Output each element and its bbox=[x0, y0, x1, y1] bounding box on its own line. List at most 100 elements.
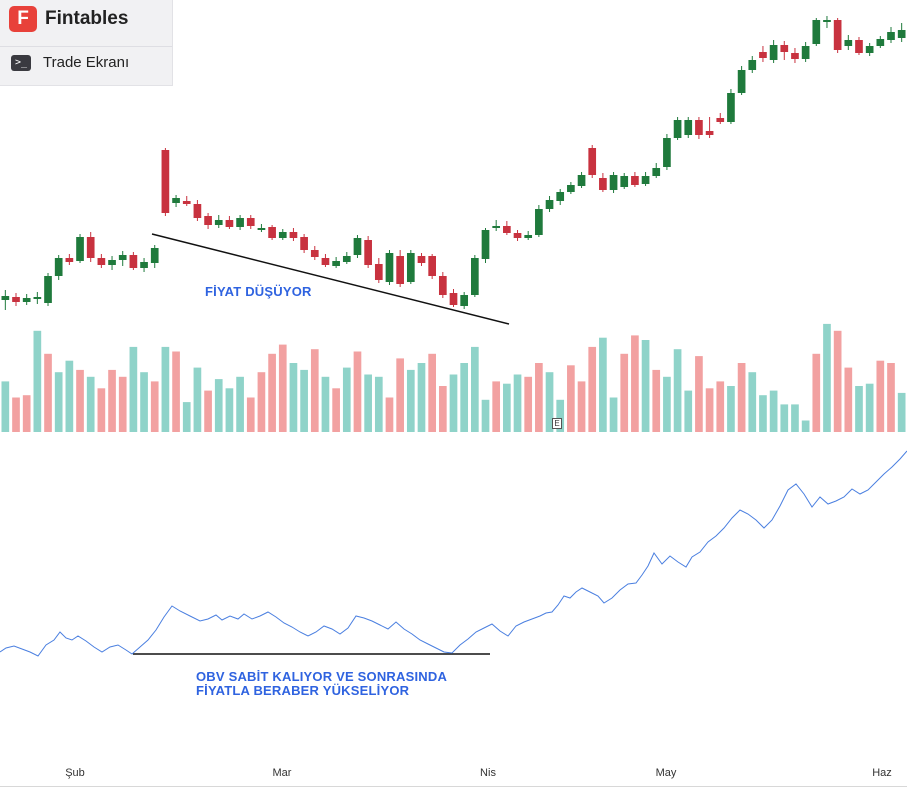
volume-bar bbox=[278, 344, 287, 432]
candle-body bbox=[22, 298, 31, 302]
price-trendline bbox=[151, 233, 510, 325]
trade-ekrani-menu-item[interactable]: >_ Trade Ekranı bbox=[11, 54, 129, 71]
volume-bar bbox=[599, 337, 607, 432]
candle-body bbox=[353, 238, 362, 255]
fintables-logo: F bbox=[9, 6, 37, 32]
candle-body bbox=[236, 218, 244, 227]
candle-body bbox=[300, 237, 308, 250]
app-name: Fintables bbox=[45, 8, 129, 29]
candle-body bbox=[12, 297, 20, 302]
candle-body bbox=[684, 120, 693, 135]
candle-body bbox=[897, 30, 906, 38]
volume-bar bbox=[97, 388, 106, 432]
volume-bar bbox=[620, 353, 629, 432]
volume-bar bbox=[129, 346, 138, 432]
volume-bar bbox=[833, 330, 842, 432]
candle-body bbox=[428, 256, 437, 276]
candle-body bbox=[503, 226, 511, 233]
volume-bar bbox=[214, 379, 223, 432]
candle-body bbox=[609, 175, 618, 190]
candle-body bbox=[769, 45, 778, 60]
price-annotation: FİYAT DÜŞÜYOR bbox=[205, 284, 312, 299]
volume-bar bbox=[449, 374, 458, 432]
candle-body bbox=[385, 253, 394, 282]
volume-bar bbox=[769, 390, 778, 432]
candle-body bbox=[268, 227, 276, 238]
volume-bar bbox=[801, 420, 810, 432]
candle-body bbox=[887, 32, 895, 40]
volume-bar bbox=[44, 353, 52, 432]
volume-bar bbox=[182, 402, 191, 432]
volume-bar bbox=[364, 374, 372, 432]
volume-bar bbox=[1, 381, 10, 432]
candle-body bbox=[108, 260, 116, 265]
candle-body bbox=[833, 20, 842, 50]
candle-body bbox=[364, 240, 372, 265]
volume-bar bbox=[108, 369, 116, 432]
candle-body bbox=[1, 296, 10, 300]
volume-bar bbox=[172, 351, 180, 432]
volume-bar bbox=[396, 358, 404, 432]
volume-bar bbox=[876, 360, 885, 432]
volume-bar bbox=[844, 367, 853, 432]
volume-bar bbox=[22, 395, 31, 432]
volume-bar bbox=[641, 340, 650, 432]
candle-body bbox=[65, 258, 74, 262]
candle-body bbox=[748, 60, 757, 70]
candle-body bbox=[492, 226, 501, 228]
candle-body bbox=[246, 218, 255, 226]
volume-bar bbox=[86, 376, 95, 432]
candle-body bbox=[129, 255, 138, 268]
candle-body bbox=[759, 52, 767, 58]
volume-bar bbox=[417, 363, 426, 432]
terminal-icon: >_ bbox=[11, 54, 31, 71]
obv-annotation-line2: FİYATLA BERABER YÜKSELİYOR bbox=[196, 683, 410, 698]
candle-body bbox=[204, 216, 212, 225]
volume-bar bbox=[663, 376, 671, 432]
candle-body bbox=[310, 250, 319, 257]
x-tick-label: Haz bbox=[872, 767, 892, 779]
volume-bar bbox=[855, 386, 863, 432]
volume-bar bbox=[492, 381, 501, 432]
volume-bar bbox=[577, 381, 586, 432]
volume-bar bbox=[812, 353, 821, 432]
candle-body bbox=[588, 148, 597, 175]
volume-bar bbox=[225, 388, 234, 432]
volume-bar bbox=[609, 397, 618, 432]
volume-bar bbox=[748, 372, 757, 432]
candle-body bbox=[33, 297, 42, 299]
earnings-marker[interactable]: E bbox=[552, 418, 562, 429]
volume-bar bbox=[428, 353, 437, 432]
candle-body bbox=[801, 46, 810, 59]
volume-bar bbox=[897, 392, 906, 432]
volume-bar bbox=[54, 372, 63, 432]
volume-bar bbox=[193, 367, 202, 432]
volume-bar bbox=[588, 346, 597, 432]
candle-body bbox=[321, 258, 330, 265]
volume-bar bbox=[737, 363, 746, 432]
volume-bar bbox=[887, 363, 895, 432]
volume-bar bbox=[140, 372, 148, 432]
volume-bar bbox=[823, 323, 831, 432]
volume-bar bbox=[535, 363, 543, 432]
candle-body bbox=[97, 258, 106, 265]
brand-row[interactable]: F Fintables bbox=[9, 6, 128, 32]
volume-bar bbox=[503, 383, 511, 432]
volume-bar bbox=[460, 363, 469, 432]
candle-body bbox=[599, 178, 607, 190]
trade-ekrani-label: Trade Ekranı bbox=[43, 54, 130, 71]
volume-bar bbox=[353, 351, 362, 432]
candle-body bbox=[182, 201, 191, 204]
volume-bar bbox=[865, 383, 874, 432]
volume-bar bbox=[556, 399, 565, 432]
candle-body bbox=[257, 228, 266, 230]
volume-bar bbox=[705, 388, 714, 432]
candle-body bbox=[374, 264, 383, 280]
volume-bar bbox=[727, 386, 735, 432]
candle-body bbox=[150, 248, 159, 263]
volume-bar bbox=[695, 356, 703, 432]
volume-bar bbox=[438, 386, 447, 432]
volume-bar bbox=[513, 374, 522, 432]
candle-body bbox=[193, 204, 202, 218]
